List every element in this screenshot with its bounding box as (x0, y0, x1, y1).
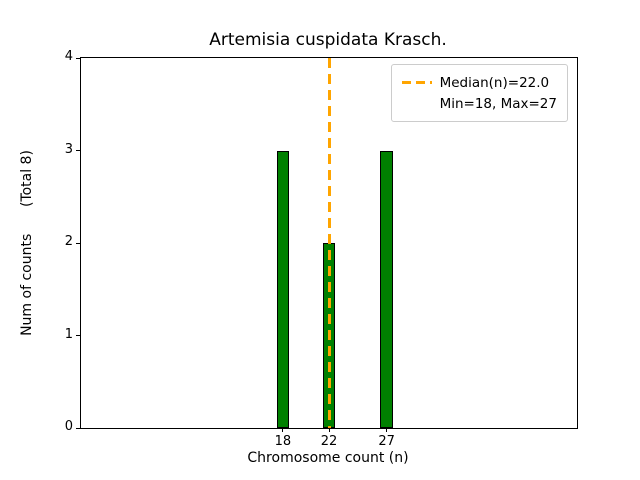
x-tick-mark (282, 428, 284, 432)
y-tick-label: 0 (64, 419, 73, 434)
y-tick-label: 4 (64, 49, 73, 64)
legend-label-median: Median(n)=22.0 (439, 74, 550, 91)
x-tick-label: 27 (378, 434, 395, 449)
bar-n18 (276, 150, 290, 428)
x-tick-label: 18 (274, 434, 292, 449)
y-tick-mark (76, 335, 80, 336)
x-tick-mark (328, 428, 330, 432)
x-tick-mark (386, 428, 388, 432)
legend: Median(n)=22.0 Min=18, Max=27 (390, 64, 568, 122)
y-tick-label: 2 (64, 234, 73, 249)
y-tick-mark (76, 150, 80, 151)
y-tick-label: 1 (64, 326, 73, 342)
y-axis-label: Num of counts (Total 8) (19, 150, 35, 336)
bar-n27 (380, 150, 394, 428)
legend-row-minmax: Min=18, Max=27 (402, 93, 557, 114)
y-tick-label: 3 (64, 141, 73, 157)
y-tick-mark (76, 57, 80, 59)
x-tick-label: 22 (320, 434, 338, 449)
median-line (327, 58, 331, 428)
legend-label-minmax: Min=18, Max=27 (439, 95, 557, 112)
x-axis-label: Chromosome count (n) (247, 450, 409, 466)
median-dashed-line-icon (401, 81, 432, 84)
chart-title: Artemisia cuspidata Krasch. (209, 30, 447, 50)
y-tick-mark (76, 242, 80, 244)
y-tick-mark (76, 427, 80, 429)
legend-row-median: Median(n)=22.0 (401, 72, 557, 93)
legend-handle-spacer (402, 102, 432, 105)
